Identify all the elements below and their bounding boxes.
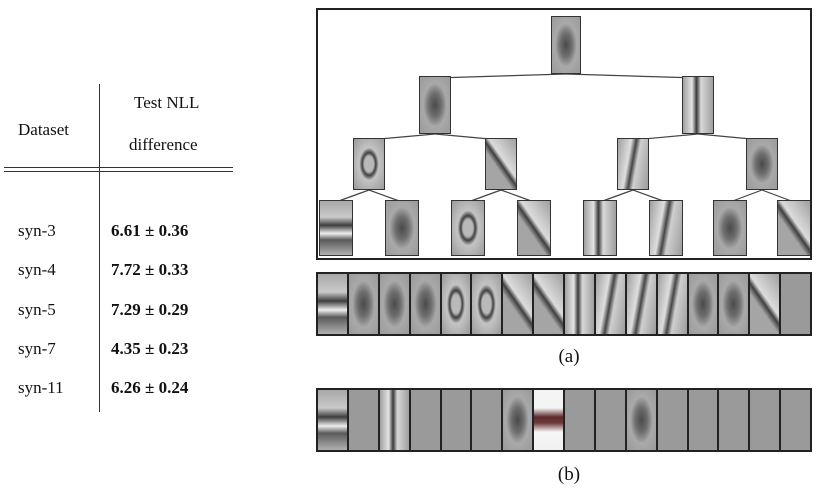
tree-edge — [565, 73, 699, 79]
tree-node-patch — [485, 138, 517, 190]
nll-value-cell: 4.35 ± 0.23 — [111, 339, 189, 358]
dataset-cell: syn-3 — [18, 221, 56, 240]
filter-patch — [595, 274, 625, 334]
caption-a: (a) — [558, 346, 580, 367]
filter-patch — [719, 274, 749, 334]
nll-value-cell: 7.72 ± 0.33 — [111, 260, 189, 279]
filter-patch — [719, 390, 749, 450]
feature-strip-a — [316, 272, 812, 336]
filter-patch — [441, 390, 471, 450]
filter-patch — [348, 390, 378, 450]
tree-node-patch — [682, 76, 714, 134]
filter-patch — [595, 390, 625, 450]
results-table: Dataset Test NLL difference syn-3 6.61 ±… — [0, 0, 300, 498]
filter-patch — [472, 390, 502, 450]
tree-node-patch — [617, 138, 649, 190]
nll-value-cell: 6.26 ± 0.24 — [111, 378, 189, 397]
column-header-nll-line2: difference — [129, 135, 198, 154]
filter-patch — [781, 274, 810, 334]
tree-edge — [434, 73, 567, 79]
filter-patch — [318, 274, 347, 334]
tree-node-patch — [353, 138, 385, 190]
table-row: syn-3 6.61 ± 0.36 — [0, 221, 240, 251]
dataset-cell: syn-11 — [18, 378, 64, 397]
filter-patch — [565, 274, 594, 334]
tree-node-patch — [777, 200, 810, 256]
table-header-rule-bottom — [4, 171, 233, 172]
filter-patch — [626, 274, 656, 334]
filter-patch — [410, 274, 440, 334]
dataset-cell: syn-4 — [18, 260, 56, 279]
filter-patch — [781, 390, 810, 450]
filter-patch — [534, 274, 563, 334]
filter-patch — [534, 390, 563, 450]
filter-patch — [657, 274, 687, 334]
tree-node-patch — [419, 76, 451, 134]
hierarchy-tree-diagram — [319, 16, 810, 256]
filter-patch — [688, 390, 718, 450]
nll-value-cell: 6.61 ± 0.36 — [111, 221, 189, 240]
figure: (a) (b) — [300, 0, 814, 498]
filter-patch — [441, 274, 471, 334]
tree-node-patch — [385, 200, 419, 256]
filter-patch — [565, 390, 594, 450]
dataset-cell: syn-7 — [18, 339, 56, 358]
tree-node-patch — [583, 200, 617, 256]
column-header-nll-line1: Test NLL — [134, 93, 200, 112]
filter-patch — [379, 390, 409, 450]
tree-node-patch — [649, 200, 683, 256]
table-vertical-rule — [99, 84, 100, 412]
dataset-cell: syn-5 — [18, 300, 56, 319]
feature-strip-b — [316, 388, 812, 452]
tree-node-patch — [517, 200, 551, 256]
filter-patch — [503, 274, 533, 334]
tree-node-patch — [746, 138, 778, 190]
filter-patch — [318, 390, 347, 450]
table-row: syn-5 7.29 ± 0.29 — [0, 300, 240, 330]
filter-patch — [379, 274, 409, 334]
filter-patch — [472, 274, 502, 334]
filter-patch — [657, 390, 687, 450]
table-row: syn-11 6.26 ± 0.24 — [0, 378, 240, 408]
tree-node-patch — [713, 200, 747, 256]
table-row: syn-4 7.72 ± 0.33 — [0, 260, 240, 290]
table-row: syn-7 4.35 ± 0.23 — [0, 339, 240, 369]
tree-node-patch — [451, 200, 485, 256]
column-header-dataset: Dataset — [18, 120, 69, 139]
nll-value-cell: 7.29 ± 0.29 — [111, 300, 189, 319]
filter-patch — [688, 274, 718, 334]
filter-patch — [626, 390, 656, 450]
filter-patch — [348, 274, 378, 334]
tree-node-patch — [551, 16, 581, 74]
filter-patch — [410, 390, 440, 450]
filter-patch — [750, 390, 780, 450]
filter-patch — [750, 274, 780, 334]
table-header-rule-top — [4, 167, 233, 168]
filter-patch — [503, 390, 533, 450]
tree-panel — [316, 8, 812, 260]
caption-b: (b) — [557, 464, 581, 485]
tree-node-patch — [319, 200, 353, 256]
